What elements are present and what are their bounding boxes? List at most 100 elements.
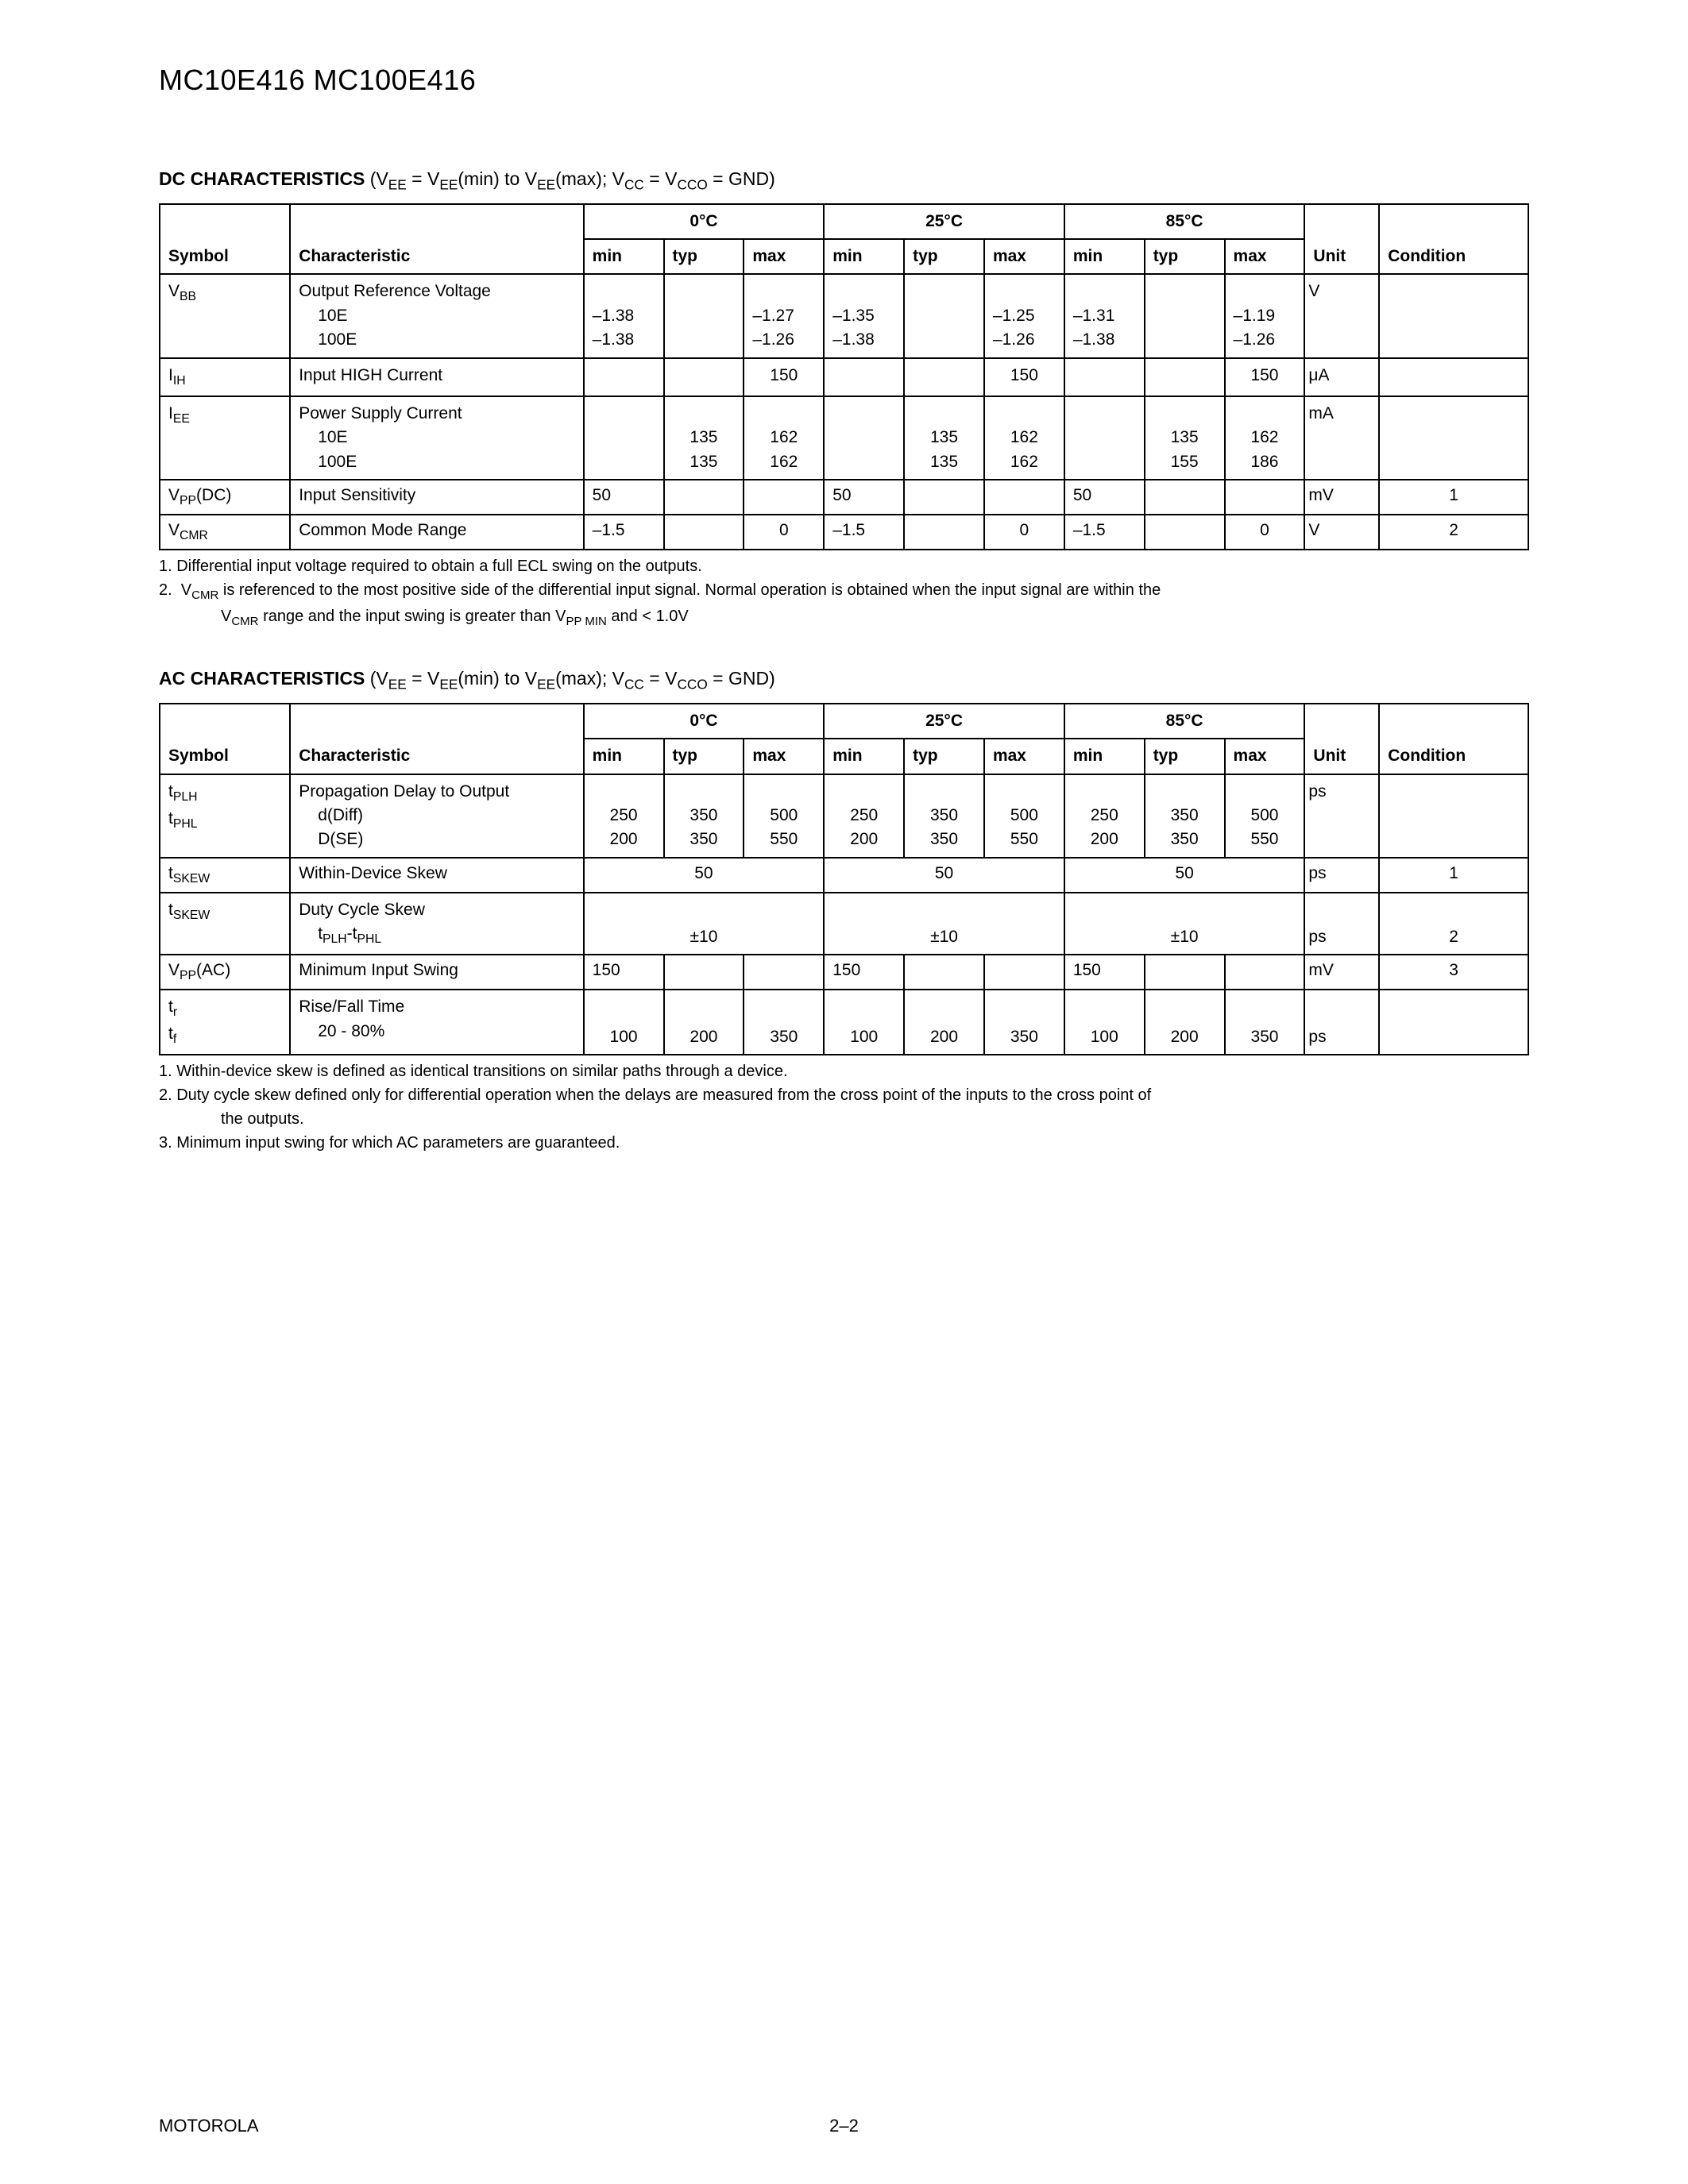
cell-char: Input Sensitivity: [290, 480, 583, 515]
cell-val: 500550: [984, 774, 1064, 858]
cell-val: 50: [1064, 480, 1145, 515]
cell-cond: 1: [1379, 480, 1528, 515]
col-temp-0: 0°C: [584, 204, 825, 239]
cell-val: [984, 480, 1064, 515]
cell-val: 135135: [664, 396, 744, 480]
cell-char: Propagation Delay to Output d(Diff) D(SE…: [290, 774, 583, 858]
cell-val: –1.31–1.38: [1064, 274, 1145, 357]
char-header: Duty Cycle Skew: [299, 901, 425, 919]
col-typ: typ: [904, 239, 984, 274]
cell-cond: [1379, 396, 1528, 480]
cell-val: 0: [744, 515, 824, 550]
cell-val: 500550: [744, 774, 824, 858]
cell-val: 50: [1064, 858, 1305, 893]
col-max: max: [744, 239, 824, 274]
cell-val: 250200: [1064, 774, 1145, 858]
cell-val: 135155: [1145, 396, 1225, 480]
cell-val: 162162: [744, 396, 824, 480]
ac-note-2b: the outputs.: [180, 1108, 1529, 1130]
cell-val: [664, 274, 744, 357]
cell-val: 0: [1225, 515, 1305, 550]
cell-val: –1.19–1.26: [1225, 274, 1305, 357]
ac-row-tskew2: tSKEW Duty Cycle Skew tPLH-tPHL ±10 ±10 …: [160, 893, 1528, 955]
cell-val: [1064, 396, 1145, 480]
cell-val: ±10: [584, 893, 825, 955]
char-header: Output Reference Voltage: [299, 282, 491, 300]
col-typ: typ: [1145, 739, 1225, 774]
cell-char: Output Reference Voltage 10E 100E: [290, 274, 583, 357]
cell-val: 100: [824, 990, 904, 1055]
ac-header-row-1: Symbol Characteristic 0°C 25°C 85°C Unit…: [160, 704, 1528, 739]
cell-val: 200: [904, 990, 984, 1055]
col-temp-85: 85°C: [1064, 704, 1305, 739]
dc-row-iih: IIH Input HIGH Current 150 150 150 μA: [160, 358, 1528, 396]
cell-cond: 2: [1379, 515, 1528, 550]
char-sub: tPLH-tPHL: [299, 924, 381, 943]
col-max: max: [1225, 239, 1305, 274]
cell-val: [1145, 955, 1225, 990]
dc-row-vppdc: VPP(DC) Input Sensitivity 50 50 50 mV 1: [160, 480, 1528, 515]
cell-val: [1145, 480, 1225, 515]
cell-char: Power Supply Current 10E 100E: [290, 396, 583, 480]
cell-unit: ps: [1304, 774, 1379, 858]
cell-unit: mV: [1304, 955, 1379, 990]
cell-val: –1.25–1.26: [984, 274, 1064, 357]
ac-row-vppac: VPP(AC) Minimum Input Swing 150 150 150 …: [160, 955, 1528, 990]
col-temp-85: 85°C: [1064, 204, 1305, 239]
col-min: min: [1064, 739, 1145, 774]
dc-row-iee: IEE Power Supply Current 10E 100E 135135…: [160, 396, 1528, 480]
cell-val: 500550: [1225, 774, 1305, 858]
footer-page: 2–2: [829, 2116, 859, 2136]
cell-val: 135135: [904, 396, 984, 480]
cell-val: [824, 358, 904, 396]
dc-table: Symbol Characteristic 0°C 25°C 85°C Unit…: [159, 203, 1529, 551]
cell-symbol: IEE: [160, 396, 290, 480]
cell-val: –1.5: [584, 515, 664, 550]
ac-note-2a: 2. Duty cycle skew defined only for diff…: [180, 1084, 1529, 1106]
cell-char: Rise/Fall Time 20 - 80%: [290, 990, 583, 1055]
cell-val: [1145, 358, 1225, 396]
cell-unit: ps: [1304, 858, 1379, 893]
page-title: MC10E416 MC100E416: [159, 64, 1529, 97]
ac-note-1: 1. Within-device skew is defined as iden…: [180, 1060, 1529, 1082]
cell-symbol: trtf: [160, 990, 290, 1055]
ac-row-tp: tPLHtPHL Propagation Delay to Output d(D…: [160, 774, 1528, 858]
cell-val: 50: [824, 858, 1064, 893]
col-min: min: [1064, 239, 1145, 274]
col-typ: typ: [664, 739, 744, 774]
cell-val: ±10: [824, 893, 1064, 955]
cell-symbol: tSKEW: [160, 858, 290, 893]
cell-symbol: IIH: [160, 358, 290, 396]
col-temp-0: 0°C: [584, 704, 825, 739]
col-typ: typ: [664, 239, 744, 274]
char-sub1: d(Diff): [299, 806, 363, 824]
col-unit: Unit: [1304, 204, 1379, 275]
cell-val: 350350: [664, 774, 744, 858]
cell-val: 162186: [1225, 396, 1305, 480]
cell-val: 350: [1225, 990, 1305, 1055]
cell-symbol: VCMR: [160, 515, 290, 550]
cell-val: 350350: [1145, 774, 1225, 858]
cell-unit: mV: [1304, 480, 1379, 515]
cell-cond: [1379, 274, 1528, 357]
dc-header-row-1: Symbol Characteristic 0°C 25°C 85°C Unit…: [160, 204, 1528, 239]
cell-val: 250200: [584, 774, 664, 858]
char-header: Rise/Fall Time: [299, 997, 404, 1016]
col-min: min: [824, 239, 904, 274]
cell-val: [904, 955, 984, 990]
cell-val: 100: [584, 990, 664, 1055]
cell-val: [664, 480, 744, 515]
cell-val: [584, 396, 664, 480]
footer: MOTOROLA 2–2: [159, 2116, 1529, 2136]
cell-val: [664, 515, 744, 550]
cell-char: Duty Cycle Skew tPLH-tPHL: [290, 893, 583, 955]
cell-symbol: VPP(AC): [160, 955, 290, 990]
dc-section-title: DC CHARACTERISTICS (VEE = VEE(min) to VE…: [159, 168, 1529, 194]
cell-val: 350350: [904, 774, 984, 858]
cell-unit: ps: [1304, 990, 1379, 1055]
col-symbol: Symbol: [160, 204, 290, 275]
cell-unit: ps: [1304, 893, 1379, 955]
cell-char: Minimum Input Swing: [290, 955, 583, 990]
char-sub: 20 - 80%: [299, 1022, 384, 1040]
cell-val: 50: [584, 858, 825, 893]
